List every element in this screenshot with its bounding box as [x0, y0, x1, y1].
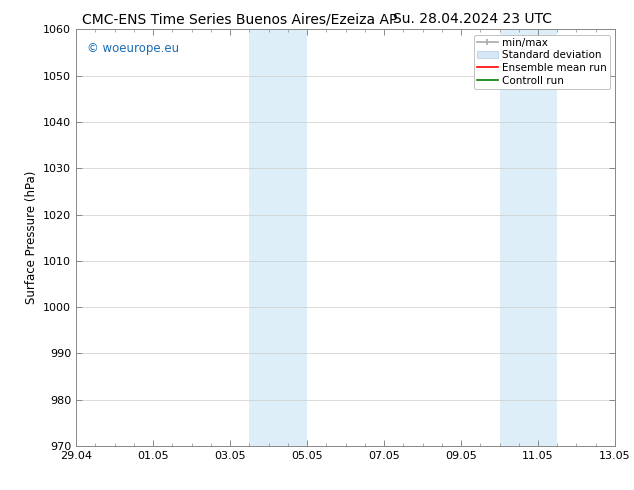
Bar — [500, 29, 557, 446]
Text: © woeurope.eu: © woeurope.eu — [87, 42, 179, 55]
Text: CMC-ENS Time Series Buenos Aires/Ezeiza AP: CMC-ENS Time Series Buenos Aires/Ezeiza … — [82, 12, 398, 26]
Text: Su. 28.04.2024 23 UTC: Su. 28.04.2024 23 UTC — [392, 12, 552, 26]
Bar — [249, 29, 307, 446]
Legend: min/max, Standard deviation, Ensemble mean run, Controll run: min/max, Standard deviation, Ensemble me… — [474, 35, 610, 89]
Y-axis label: Surface Pressure (hPa): Surface Pressure (hPa) — [25, 171, 37, 304]
